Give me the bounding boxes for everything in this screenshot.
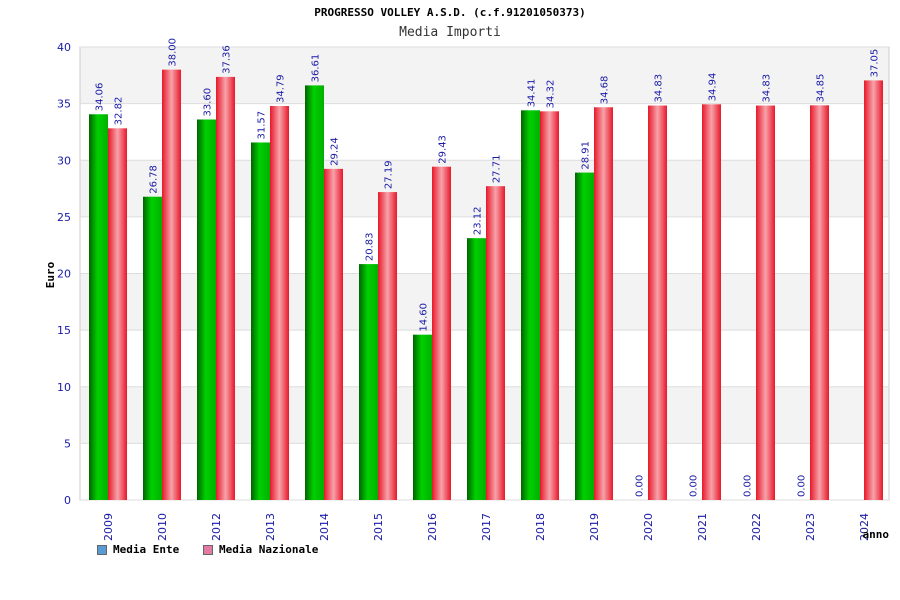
value-label-nazionale: 34.83: [654, 74, 665, 103]
x-tick-label: 2010: [156, 513, 169, 541]
value-label-nazionale: 34.68: [600, 76, 611, 105]
bar-media-ente: [521, 110, 540, 500]
x-tick-label: 2013: [264, 513, 277, 541]
bar-media-ente: [197, 119, 216, 500]
chart-subtitle: Media Importi: [399, 25, 501, 40]
bar-media-ente: [467, 238, 486, 500]
y-tick-label: 35: [57, 98, 71, 111]
bar-media-ente: [251, 142, 270, 500]
value-label-ente: 14.60: [419, 303, 430, 332]
x-tick-label: 2009: [102, 513, 115, 541]
value-label-ente: 20.83: [365, 232, 376, 261]
bar-media-ente: [143, 196, 162, 501]
x-tick-label: 2020: [642, 513, 655, 541]
bar-media-nazionale: [108, 128, 127, 500]
y-axis-label: Euro: [44, 261, 57, 288]
y-tick-label: 5: [64, 437, 71, 450]
legend-item-nazionale: Media Nazionale: [203, 543, 318, 556]
value-label-nazionale: 34.94: [708, 73, 719, 102]
value-label-ente: 33.60: [203, 88, 214, 117]
value-label-ente: 34.41: [527, 79, 538, 108]
x-axis-label: anno: [863, 528, 890, 541]
value-label-nazionale: 29.24: [330, 137, 341, 166]
legend-label-ente: Media Ente: [113, 543, 180, 556]
bar-media-nazionale: [216, 76, 235, 500]
value-label-ente: 26.78: [149, 165, 160, 194]
value-label-nazionale: 27.71: [492, 155, 503, 184]
value-label-nazionale: 37.05: [870, 49, 881, 78]
x-tick-label: 2012: [210, 513, 223, 541]
bar-media-nazionale: [486, 186, 505, 500]
y-tick-label: 30: [57, 154, 71, 167]
value-label-ente: 31.57: [257, 111, 268, 140]
bar-media-nazionale: [648, 105, 667, 501]
value-label-nazionale: 34.83: [762, 74, 773, 103]
bar-media-nazionale: [702, 104, 721, 500]
x-tick-label: 2024: [858, 513, 871, 541]
value-label-nazionale: 34.79: [276, 74, 287, 103]
bar-media-ente: [413, 334, 432, 500]
x-tick-label: 2015: [372, 513, 385, 541]
y-tick-label: 25: [57, 211, 71, 224]
bar-media-nazionale: [756, 105, 775, 501]
y-tick-label: 40: [57, 41, 71, 54]
bar-media-ente: [305, 85, 324, 500]
y-tick-label: 0: [64, 494, 71, 507]
x-tick-label: 2023: [804, 513, 817, 541]
value-label-nazionale: 38.00: [168, 38, 179, 67]
value-label-nazionale: 27.19: [384, 160, 395, 189]
y-tick-label: 15: [57, 324, 71, 337]
bar-media-nazionale: [162, 69, 181, 501]
x-tick-label: 2016: [426, 513, 439, 541]
bar-media-nazionale: [540, 111, 559, 501]
x-tick-label: 2021: [696, 513, 709, 541]
bar-media-nazionale: [378, 192, 397, 501]
bar-media-ente: [359, 264, 378, 500]
y-tick-label: 10: [57, 381, 71, 394]
value-label-ente: 0.00: [743, 475, 754, 497]
value-label-ente: 36.61: [311, 54, 322, 83]
value-label-ente: 0.00: [689, 475, 700, 497]
legend-label-nazionale: Media Nazionale: [219, 543, 319, 556]
bar-media-nazionale: [864, 80, 883, 500]
bar-media-nazionale: [270, 106, 289, 501]
bar-media-ente: [575, 172, 594, 501]
legend-swatch-ente: [97, 544, 107, 555]
x-tick-label: 2022: [750, 513, 763, 541]
legend-item-ente: Media Ente: [97, 543, 179, 556]
value-label-nazionale: 34.32: [546, 80, 557, 109]
value-label-nazionale: 32.82: [114, 97, 125, 126]
x-tick-label: 2014: [318, 513, 331, 541]
value-label-ente: 34.06: [95, 83, 106, 112]
x-tick-label: 2019: [588, 513, 601, 541]
bar-media-nazionale: [432, 166, 451, 500]
grid-band: [80, 47, 889, 104]
bar-media-nazionale: [810, 105, 829, 500]
x-tick-label: 2017: [480, 513, 493, 541]
bar-media-ente: [89, 114, 108, 500]
value-label-nazionale: 29.43: [438, 135, 449, 164]
value-label-ente: 0.00: [797, 475, 808, 497]
x-tick-label: 2018: [534, 513, 547, 541]
chart-title: PROGRESSO VOLLEY A.S.D. (c.f.91201050373…: [314, 6, 586, 19]
bar-media-nazionale: [324, 168, 343, 500]
y-tick-label: 20: [57, 268, 71, 281]
value-label-nazionale: 34.85: [816, 74, 827, 103]
value-label-ente: 23.12: [473, 207, 484, 236]
value-label-nazionale: 37.36: [222, 45, 233, 74]
bar-media-nazionale: [594, 107, 613, 501]
value-label-ente: 28.91: [581, 141, 592, 170]
value-label-ente: 0.00: [635, 475, 646, 497]
legend-swatch-nazionale: [203, 544, 213, 555]
